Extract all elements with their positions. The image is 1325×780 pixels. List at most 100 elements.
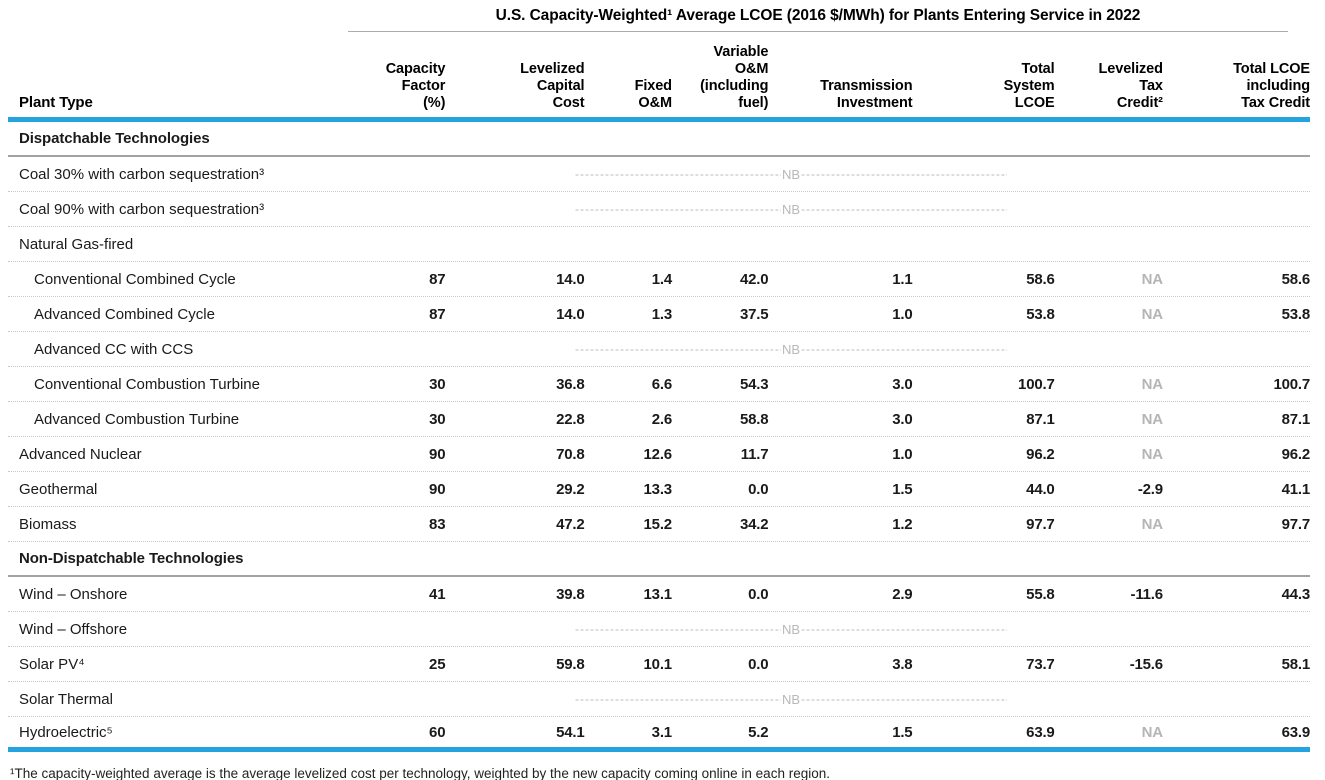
table-row: Solar PV⁴ 25 59.8 10.1 0.0 3.8 73.7 -15.6 58.1 <box>8 647 1310 682</box>
value-cell-transmission-investment: 1.5 <box>892 480 913 498</box>
value-cell-fixed-om: 13.3 <box>643 480 673 498</box>
value-cell-levelized-capital-cost: 14.0 <box>556 305 585 323</box>
nb-dash-left: ----------------------------------------… <box>575 342 781 356</box>
plant-type-cell: Advanced Nuclear <box>19 445 142 463</box>
value-cell-transmission-investment: 3.0 <box>892 410 913 428</box>
nb-dash-right: ----------------------------------------… <box>801 342 1007 356</box>
value-cell-levelized-tax-credit: NA <box>1141 515 1163 533</box>
plant-type-cell: Dispatchable Technologies <box>19 130 210 147</box>
value-cell-transmission-investment: 3.8 <box>892 655 913 673</box>
column-header-fixed-om: Fixed O&M <box>634 77 672 111</box>
value-cell-total-system-lcoe: 96.2 <box>1026 445 1055 463</box>
table-row: Wind – Onshore 41 39.8 13.1 0.0 2.9 55.8 -11.6 4… <box>8 577 1310 612</box>
table-row: Dispatchable Technologies <box>8 122 1310 157</box>
value-cell-total-lcoe-incl-tax-credit: 97.7 <box>1281 515 1311 533</box>
table-row: Advanced Combined Cycle 87 14.0 1.3 37.5 1.0 5… <box>8 297 1310 332</box>
value-cell-fixed-om: 15.2 <box>643 515 673 533</box>
nb-label: NB <box>781 691 801 707</box>
not-built-line: ----------------------------------------… <box>575 202 1007 217</box>
lcoe-table: Plant Type Capacity Factor (%) Levelized C… <box>8 32 1310 752</box>
title-underline-rule <box>348 31 1288 32</box>
value-cell-levelized-tax-credit: NA <box>1141 410 1163 428</box>
not-built-cell: ----------------------------------------… <box>368 692 1310 707</box>
plant-type-cell: Biomass <box>19 515 77 533</box>
table-row: Non-Dispatchable Technologies <box>8 542 1310 577</box>
value-cell-transmission-investment: 1.2 <box>892 515 913 533</box>
value-cell-total-system-lcoe: 73.7 <box>1026 655 1055 673</box>
value-cell-fixed-om: 3.1 <box>651 723 672 741</box>
value-cell-levelized-tax-credit: -15.6 <box>1129 655 1163 673</box>
plant-type-cell: Coal 30% with carbon sequestration³ <box>19 165 265 183</box>
nb-dash-left: ----------------------------------------… <box>575 622 781 636</box>
table-header-row: Plant Type Capacity Factor (%) Levelized C… <box>8 32 1310 122</box>
value-cell-total-lcoe-incl-tax-credit: 87.1 <box>1281 410 1311 428</box>
value-cell-variable-om: 0.0 <box>748 585 769 603</box>
value-cell-total-system-lcoe: 63.9 <box>1026 723 1055 741</box>
value-cell-variable-om: 54.3 <box>739 375 769 393</box>
value-cell-variable-om: 5.2 <box>748 723 769 741</box>
not-built-line: ----------------------------------------… <box>575 167 1007 182</box>
value-cell-levelized-capital-cost: 39.8 <box>556 585 585 603</box>
value-cell-total-lcoe-incl-tax-credit: 41.1 <box>1281 480 1311 498</box>
value-cell-levelized-capital-cost: 22.8 <box>556 410 585 428</box>
value-cell-transmission-investment: 1.0 <box>892 445 913 463</box>
nb-dash-right: ----------------------------------------… <box>801 622 1007 636</box>
plant-type-cell: Conventional Combined Cycle <box>34 270 236 288</box>
value-cell-total-lcoe-incl-tax-credit: 58.1 <box>1281 655 1311 673</box>
value-cell-fixed-om: 6.6 <box>651 375 672 393</box>
table-row: Coal 30% with carbon sequestration³ -----… <box>8 157 1310 192</box>
footnote: ¹The capacity-weighted average is the av… <box>10 766 830 780</box>
value-cell-capacity-factor: 83 <box>429 515 446 533</box>
value-cell-variable-om: 11.7 <box>740 445 769 463</box>
value-cell-levelized-capital-cost: 47.2 <box>556 515 585 533</box>
plant-type-cell: Geothermal <box>19 480 98 498</box>
value-cell-total-system-lcoe: 100.7 <box>1018 375 1055 393</box>
table-row: Wind – Offshore -------------------------… <box>8 612 1310 647</box>
value-cell-levelized-tax-credit: NA <box>1141 723 1163 741</box>
table-row: Advanced Combustion Turbine 30 22.8 2.6 58.8… <box>8 402 1310 437</box>
not-built-line: ----------------------------------------… <box>575 342 1007 357</box>
table-row: Advanced CC with CCS --------------------… <box>8 332 1310 367</box>
value-cell-levelized-capital-cost: 54.1 <box>556 723 585 741</box>
value-cell-total-system-lcoe: 44.0 <box>1026 480 1055 498</box>
value-cell-levelized-tax-credit: NA <box>1141 305 1163 323</box>
value-cell-fixed-om: 1.3 <box>651 305 672 323</box>
column-header-levelized-capital-cost: Levelized Capital Cost <box>520 60 585 111</box>
value-cell-capacity-factor: 90 <box>429 445 446 463</box>
value-cell-levelized-capital-cost: 70.8 <box>556 445 585 463</box>
table-row: Biomass 83 47.2 15.2 34.2 1.2 97.7 NA 97.7 <box>8 507 1310 542</box>
value-cell-fixed-om: 13.1 <box>643 585 673 603</box>
value-cell-variable-om: 58.8 <box>739 410 769 428</box>
plant-type-cell: Non-Dispatchable Technologies <box>19 550 244 567</box>
plant-type-cell: Advanced Combustion Turbine <box>34 410 240 428</box>
value-cell-transmission-investment: 3.0 <box>892 375 913 393</box>
not-built-line: ----------------------------------------… <box>575 622 1007 637</box>
value-cell-variable-om: 34.2 <box>739 515 769 533</box>
table-row: Conventional Combined Cycle 87 14.0 1.4 42.0… <box>8 262 1310 297</box>
value-cell-capacity-factor: 30 <box>429 410 446 428</box>
plant-type-cell: Hydroelectric⁵ <box>19 723 113 741</box>
table-row: Geothermal 90 29.2 13.3 0.0 1.5 44.0 -2.9 41.1 <box>8 472 1310 507</box>
nb-dash-left: ----------------------------------------… <box>575 692 781 706</box>
value-cell-transmission-investment: 1.0 <box>892 305 913 323</box>
value-cell-fixed-om: 2.6 <box>651 410 672 428</box>
value-cell-levelized-tax-credit: NA <box>1141 375 1163 393</box>
plant-type-cell: Natural Gas-fired <box>19 235 134 253</box>
nb-label: NB <box>781 201 801 217</box>
column-header-capacity-factor: Capacity Factor (%) <box>385 60 446 111</box>
table-body: Dispatchable Technologies Coal 30% with c… <box>8 122 1310 752</box>
value-cell-total-lcoe-incl-tax-credit: 44.3 <box>1281 585 1311 603</box>
value-cell-total-lcoe-incl-tax-credit: 96.2 <box>1281 445 1311 463</box>
table-row: Natural Gas-fired <box>8 227 1310 262</box>
value-cell-total-lcoe-incl-tax-credit: 58.6 <box>1281 270 1311 288</box>
value-cell-total-lcoe-incl-tax-credit: 63.9 <box>1281 723 1311 741</box>
value-cell-fixed-om: 12.6 <box>643 445 673 463</box>
table-row: Hydroelectric⁵ 60 54.1 3.1 5.2 1.5 63.9 NA 63.9 <box>8 717 1310 752</box>
value-cell-levelized-tax-credit: -2.9 <box>1137 480 1163 498</box>
value-cell-transmission-investment: 1.1 <box>892 270 913 288</box>
value-cell-levelized-capital-cost: 36.8 <box>556 375 585 393</box>
table-row: Advanced Nuclear 90 70.8 12.6 11.7 1.0 96.2 NA 9… <box>8 437 1310 472</box>
value-cell-levelized-capital-cost: 29.2 <box>556 480 585 498</box>
table-row: Solar Thermal ---------------------------… <box>8 682 1310 717</box>
table-row: Conventional Combustion Turbine 30 36.8 6.6… <box>8 367 1310 402</box>
